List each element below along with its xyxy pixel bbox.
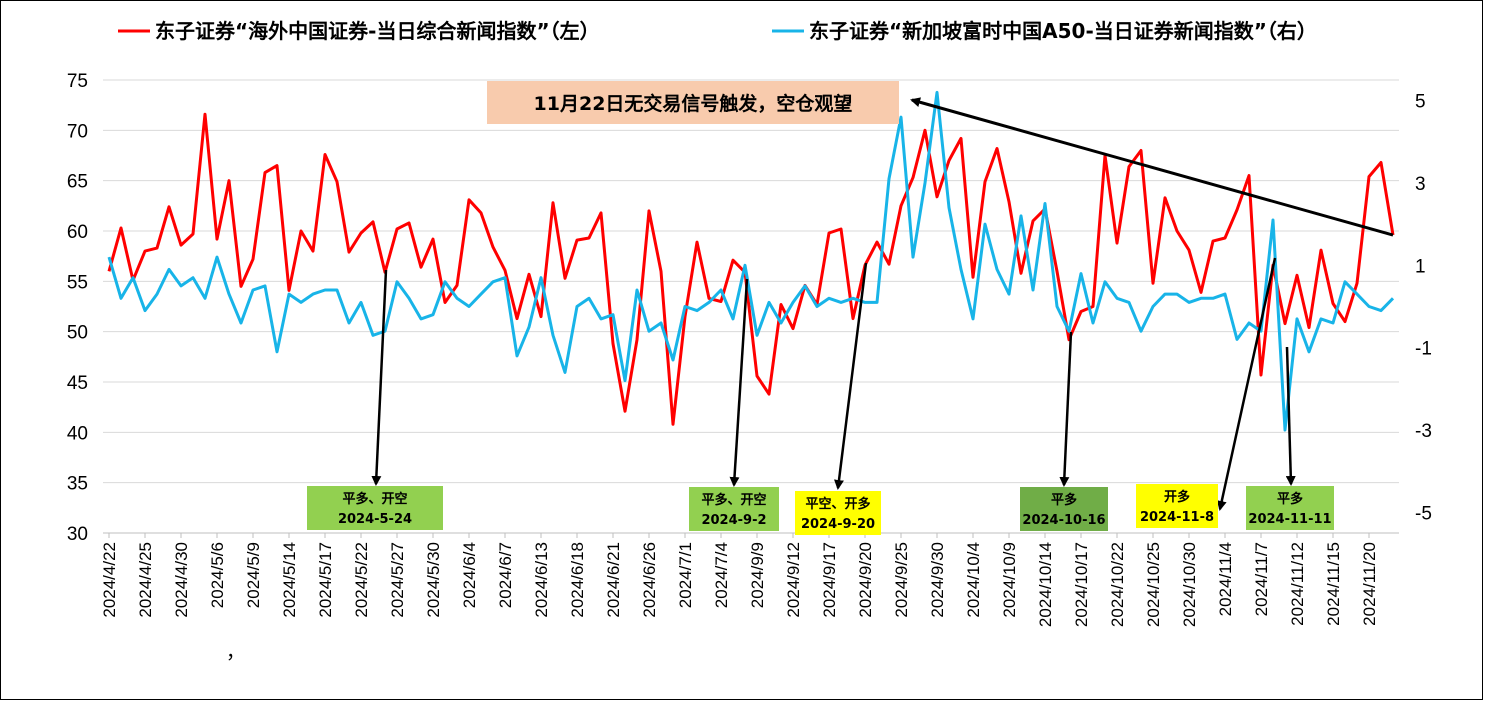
banner-arrow <box>910 97 1394 237</box>
annotation-arrow <box>729 278 749 487</box>
annotation-date-label: 2024-11-11 <box>1248 512 1331 527</box>
annotation-action-label: 平多、开空 <box>342 491 407 507</box>
annotation-action-label: 平空、开多 <box>805 496 870 512</box>
annotation-date-label: 2024-10-16 <box>1022 513 1105 528</box>
annotation-box <box>689 487 779 531</box>
y-left-tick-label: 45 <box>67 373 88 394</box>
annotation-action-label: 平多 <box>1277 491 1303 507</box>
annotation-date-label: 2024-9-2 <box>701 513 766 528</box>
annotation-date-label: 2024-11-8 <box>1140 510 1214 525</box>
x-tick-label: 2024/7/1 <box>676 542 695 608</box>
annotation-box <box>1020 487 1108 531</box>
y-left-tick-label: 55 <box>67 272 88 293</box>
x-tick-label: 2024/9/30 <box>928 542 947 618</box>
y-left-tick-label: 65 <box>67 172 88 193</box>
x-tick-label: 2024/7/4 <box>712 542 731 608</box>
annotation-action-label: 开多 <box>1164 489 1190 505</box>
y-left-tick-label: 60 <box>67 222 88 243</box>
annotation-arrow <box>371 269 388 486</box>
trade-signal-annotations: 平多、开空 2024-5-24 平多、开空 2024-9-2 平空、开多 2024-9-2… <box>307 257 1334 535</box>
y-left-tick-label: 75 <box>67 71 88 92</box>
annotation-action-label: 平多、开空 <box>701 492 766 508</box>
x-tick-label: 2024/10/30 <box>1180 542 1199 627</box>
annotation-arrow <box>1285 346 1296 486</box>
annotation-box <box>307 486 443 530</box>
annotation-action-label: 平多 <box>1051 492 1077 508</box>
x-tick-label: 2024/5/27 <box>388 542 407 618</box>
y-right-tick-label: -1 <box>1415 339 1432 360</box>
y-axis-left: 30 35 40 45 50 55 60 65 70 75 <box>67 71 88 545</box>
banner-label: 11月22日无交易信号触发，空仓观望 <box>534 92 853 115</box>
gridlines <box>103 79 1399 534</box>
x-tick-label: 2024/5/17 <box>316 542 335 618</box>
x-tick-label: 2024/10/4 <box>964 542 983 618</box>
x-tick-label: 2024/6/13 <box>532 542 551 618</box>
x-tick-label: 2024/5/9 <box>244 542 263 608</box>
y-right-tick-label: -5 <box>1415 503 1432 524</box>
annotation-arrow <box>834 262 868 490</box>
x-tick-label: 2024/10/22 <box>1108 542 1127 627</box>
annotation-group: 开多 2024-11-8 <box>1136 257 1277 528</box>
annotation-group: 平多、开空 2024-5-24 <box>307 269 443 530</box>
y-right-tick-label: -3 <box>1415 421 1432 442</box>
annotation-arrow <box>1216 257 1277 511</box>
x-tick-label: 2024/4/22 <box>100 542 119 618</box>
legend-label-left-series: 东子证券“海外中国证券-当日综合新闻指数”（左） <box>155 19 600 43</box>
banner-box <box>487 81 899 124</box>
legend: 东子证券“海外中国证券-当日综合新闻指数”（左） 东子证券“新加坡富时中国A50… <box>118 19 1317 43</box>
x-tick-label: 2024/5/14 <box>280 542 299 618</box>
x-tick-label: 2024/6/18 <box>568 542 587 618</box>
x-tick-label: 2024/4/30 <box>172 542 191 618</box>
x-tick-label: 2024/10/14 <box>1036 542 1055 627</box>
y-left-tick-label: 50 <box>67 323 88 344</box>
x-tick-label: 2024/10/9 <box>1000 542 1019 618</box>
y-left-tick-label: 70 <box>67 121 88 142</box>
x-tick-label: 2024/9/9 <box>748 542 767 608</box>
x-tick-label: 2024/6/21 <box>604 542 623 618</box>
x-tick-label: 2024/4/25 <box>136 542 155 618</box>
x-tick-label: 2024/11/12 <box>1288 542 1307 626</box>
annotation-group: 平空、开多 2024-9-20 <box>795 262 881 535</box>
x-tick-label: 2024/10/17 <box>1072 542 1091 627</box>
x-axis: 2024/4/22 2024/4/25 2024/4/30 2024/5/6 2024/… <box>100 533 1379 627</box>
y-left-tick-label: 30 <box>67 524 88 545</box>
x-tick-label: 2024/6/26 <box>640 542 659 618</box>
x-tick-label: 2024/6/7 <box>496 542 515 608</box>
annotation-group: 平多、开空 2024-9-2 <box>689 278 779 531</box>
y-left-tick-label: 35 <box>67 474 88 495</box>
annotation-date-label: 2024-5-24 <box>338 512 412 527</box>
x-tick-label: 2024/6/4 <box>460 542 479 608</box>
annotation-arrow <box>1059 331 1073 487</box>
series-line-right <box>107 90 1395 432</box>
legend-label-right-series: 东子证券“新加坡富时中国A50-当日证券新闻指数”（右） <box>809 19 1317 43</box>
x-tick-label: 2024/9/12 <box>784 542 803 618</box>
x-tick-label: 2024/5/30 <box>424 542 443 618</box>
x-tick-label: 2024/5/6 <box>208 542 227 608</box>
annotation-group: 平多 2024-11-11 <box>1246 346 1334 530</box>
x-tick-label: 2024/9/17 <box>820 542 839 618</box>
annotation-box <box>1246 486 1334 530</box>
x-tick-label: 2024/11/4 <box>1216 542 1235 616</box>
y-right-tick-label: 3 <box>1415 174 1426 195</box>
y-right-tick-label: 1 <box>1415 256 1426 277</box>
x-tick-label: 2024/9/25 <box>892 542 911 618</box>
annotation-box <box>1136 484 1218 528</box>
stray-comma-mark: ， <box>226 642 245 663</box>
x-tick-label: 2024/11/7 <box>1252 542 1271 616</box>
signal-banner: 11月22日无交易信号触发，空仓观望 <box>487 81 1394 237</box>
x-tick-label: 2024/5/22 <box>352 542 371 618</box>
annotation-group: 平多 2024-10-16 <box>1020 331 1108 531</box>
x-tick-label: 2024/11/15 <box>1324 542 1343 626</box>
x-tick-label: 2024/10/25 <box>1144 542 1163 627</box>
annotation-date-label: 2024-9-20 <box>801 517 875 532</box>
y-left-tick-label: 40 <box>67 423 88 444</box>
y-axis-right: -5 -3 -1 1 3 5 <box>1415 92 1432 525</box>
x-tick-label: 2024/9/20 <box>856 542 875 618</box>
series-line-left <box>107 112 1395 426</box>
annotation-box <box>795 491 881 535</box>
y-right-tick-label: 5 <box>1415 92 1426 113</box>
x-tick-label: 2024/11/20 <box>1360 542 1379 626</box>
